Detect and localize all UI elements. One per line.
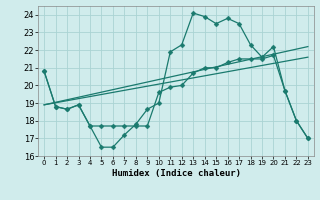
X-axis label: Humidex (Indice chaleur): Humidex (Indice chaleur) [111, 169, 241, 178]
